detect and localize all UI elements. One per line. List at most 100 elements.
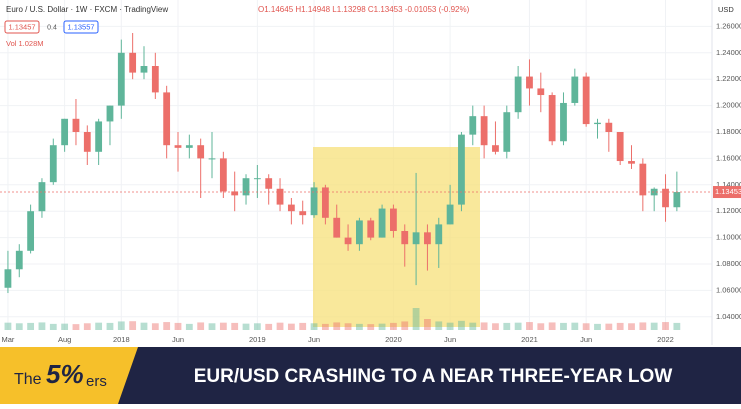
spread: 0.4 — [47, 24, 57, 31]
volume-bar — [163, 322, 171, 330]
x-tick-label: Jun — [172, 335, 184, 344]
last-price-label: 1.13453 — [715, 187, 741, 196]
candle-body — [208, 158, 216, 160]
volume-bar — [367, 324, 375, 330]
volume-bar — [299, 322, 307, 330]
headline: EUR/USD CRASHING TO A NEAR THREE-YEAR LO… — [194, 366, 673, 387]
ohlc-header: O1.14645 H1.14948 L1.13298 C1.13453 -0.0… — [258, 5, 470, 14]
y-tick-label: 1.22000 — [716, 74, 741, 83]
y-tick-label: 1.16000 — [716, 153, 741, 162]
volume-bar — [4, 322, 12, 330]
brand-5: 5% — [46, 359, 84, 389]
volume-bar — [129, 321, 137, 330]
volume-bar — [38, 322, 46, 330]
candle-body — [401, 231, 409, 245]
candle-body — [83, 132, 91, 152]
candle-body — [537, 88, 545, 96]
candle-body — [95, 121, 103, 152]
candle-body — [253, 178, 261, 180]
candle-body — [639, 163, 647, 196]
candle-body — [185, 145, 193, 148]
volume-bar — [446, 322, 454, 330]
volume-bar — [628, 323, 635, 330]
volume-bar — [140, 322, 148, 330]
volume-bar — [458, 320, 465, 330]
candle-body — [299, 211, 307, 216]
volume-bar — [582, 323, 590, 330]
volume-bar — [310, 323, 318, 330]
bid-box — [4, 20, 40, 34]
volume-bar — [480, 322, 488, 330]
volume-bar — [571, 322, 579, 330]
volume-bar — [15, 323, 23, 330]
volume-bars — [4, 308, 681, 330]
volume-bar — [605, 323, 613, 330]
volume-bar — [208, 323, 216, 330]
candle-body — [174, 145, 182, 148]
candle-body — [151, 66, 159, 93]
last-price-box — [713, 186, 741, 199]
x-tick-label: 2018 — [113, 335, 130, 344]
candle-body — [367, 220, 375, 238]
volume-bar — [151, 323, 159, 330]
volume-bar — [117, 321, 125, 330]
volume-bar — [673, 322, 681, 330]
logo-bg — [0, 347, 138, 404]
volume-bar — [594, 323, 601, 330]
candle-body — [628, 161, 635, 164]
volume-bar — [83, 323, 91, 330]
candle-body — [27, 211, 35, 251]
candle-body — [582, 76, 590, 125]
candle-body — [231, 191, 239, 196]
candle-body — [594, 122, 601, 125]
volume-bar — [95, 322, 103, 330]
candle-body — [310, 187, 318, 216]
volume-bar — [435, 321, 443, 330]
x-tick-label: Jun — [444, 335, 456, 344]
volume-bar — [548, 322, 556, 330]
candle-body — [333, 217, 341, 238]
x-tick-label: 2021 — [521, 335, 538, 344]
candle-body — [469, 116, 477, 135]
volume-bar — [356, 323, 363, 330]
candle-body — [492, 145, 499, 152]
x-tick-label: 2019 — [249, 335, 266, 344]
y-tick-label: 1.10000 — [716, 233, 741, 242]
volume-bar — [526, 322, 533, 330]
candle-body — [650, 188, 658, 196]
candle-body — [480, 116, 488, 146]
volume-bar — [231, 322, 239, 330]
x-tick-label: 2020 — [385, 335, 402, 344]
y-tick-label: 1.14000 — [716, 180, 741, 189]
volume-bar — [61, 323, 69, 330]
volume-bar — [219, 322, 227, 330]
candle-body — [321, 187, 329, 218]
volume-bar — [253, 323, 261, 330]
candle-body — [673, 192, 681, 208]
volume-bar — [537, 323, 545, 330]
y-tick-label: 1.24000 — [716, 48, 741, 57]
candle-body — [197, 145, 205, 159]
volume-bar — [378, 323, 386, 330]
volume-label: Vol 1.028M — [6, 39, 44, 48]
candles — [0, 33, 712, 294]
currency: USD — [718, 5, 734, 14]
candle-body — [616, 132, 624, 162]
candle-body — [15, 250, 23, 270]
candle-body — [514, 76, 522, 113]
candle-body — [344, 237, 352, 245]
banner: The 5% ers EUR/USD CRASHING TO A NEAR TH… — [0, 347, 741, 404]
candle-body — [38, 182, 46, 212]
brand-the: The — [14, 371, 42, 388]
y-tick-label: 1.04000 — [716, 312, 741, 321]
volume-bar — [265, 323, 273, 330]
volume-bar — [412, 308, 420, 330]
candle-body — [287, 204, 295, 212]
candle-body — [390, 208, 397, 231]
candle-body — [140, 66, 148, 73]
candle-body — [503, 112, 511, 152]
volume-bar — [72, 324, 80, 330]
candle-body — [571, 76, 579, 103]
candle-body — [72, 118, 80, 132]
candle-body — [219, 158, 227, 192]
